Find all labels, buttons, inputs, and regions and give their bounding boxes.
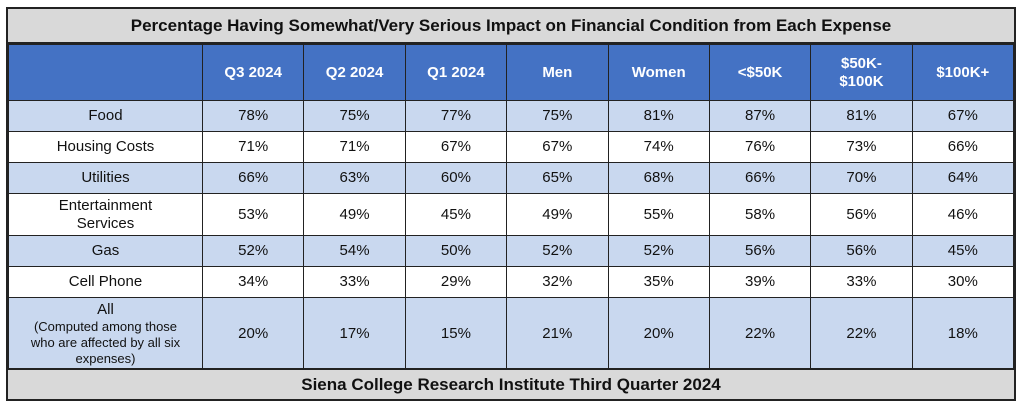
table-frame: Percentage Having Somewhat/Very Serious … xyxy=(6,7,1016,401)
table-cell: 52% xyxy=(201,235,305,267)
table-cell: 22% xyxy=(708,297,812,370)
table-cell: 22% xyxy=(810,297,913,370)
table-cell: 75% xyxy=(303,100,406,132)
table-cell: 67% xyxy=(506,131,609,163)
table-row: Cell Phone 34% 33% 29% 32% 35% 39% 33% 30% xyxy=(8,266,1015,298)
table-cell: 71% xyxy=(201,131,305,163)
row-label-cell: Housing Costs xyxy=(8,131,203,163)
table-cell: 56% xyxy=(708,235,812,267)
table-cell: 52% xyxy=(506,235,609,267)
row-label-cell: Cell Phone xyxy=(8,266,203,298)
table-row: Food 78% 75% 77% 75% 81% 87% 81% 67% xyxy=(8,100,1015,132)
table-cell: 74% xyxy=(607,131,710,163)
row-label-cell: Utilities xyxy=(8,162,203,194)
row-label: Gas xyxy=(91,242,120,259)
table-cell: 75% xyxy=(506,100,609,132)
table-cell: 63% xyxy=(303,162,406,194)
row-label-cell: All (Computed among those who are affecte… xyxy=(8,297,203,370)
row-label-cell: Food xyxy=(8,100,203,132)
table-title: Percentage Having Somewhat/Very Serious … xyxy=(8,9,1014,44)
table-cell: 46% xyxy=(911,193,1015,236)
row-label-cell: Entertainment Services xyxy=(8,193,203,236)
row-label: Utilities xyxy=(81,169,130,186)
table-cell: 66% xyxy=(201,162,305,194)
table-cell: 35% xyxy=(607,266,710,298)
table-cell: 66% xyxy=(708,162,812,194)
table-cell: 20% xyxy=(607,297,710,370)
table-cell: 70% xyxy=(810,162,913,194)
table-cell: 76% xyxy=(708,131,812,163)
column-header: Men xyxy=(506,44,609,101)
header-corner xyxy=(8,44,203,101)
table-cell: 67% xyxy=(911,100,1015,132)
table-cell: 55% xyxy=(607,193,710,236)
table-cell: 29% xyxy=(404,266,508,298)
table-cell: 52% xyxy=(607,235,710,267)
table-cell: 60% xyxy=(404,162,508,194)
table-cell: 77% xyxy=(404,100,508,132)
table-cell: 56% xyxy=(810,193,913,236)
row-label: Housing Costs xyxy=(56,138,155,155)
table-cell: 18% xyxy=(911,297,1015,370)
column-header: <$50K xyxy=(708,44,812,101)
row-label: Entertainment Services xyxy=(58,196,153,232)
table-cell: 78% xyxy=(201,100,305,132)
table-cell: 20% xyxy=(201,297,305,370)
table-cell: 81% xyxy=(810,100,913,132)
column-header: $50K- $100K xyxy=(810,44,913,101)
table-cell: 30% xyxy=(911,266,1015,298)
table-cell: 64% xyxy=(911,162,1015,194)
table-row: Entertainment Services 53% 49% 45% 49% 55% 58%… xyxy=(8,193,1015,236)
table-cell: 67% xyxy=(404,131,508,163)
table-cell: 34% xyxy=(201,266,305,298)
table-cell: 21% xyxy=(506,297,609,370)
table-cell: 39% xyxy=(708,266,812,298)
row-label: Food xyxy=(88,107,123,124)
header-row: Q3 2024 Q2 2024 Q1 2024 Men Women <$50K … xyxy=(8,44,1015,101)
table-footer: Siena College Research Institute Third Q… xyxy=(8,368,1014,399)
column-header: Q3 2024 xyxy=(201,44,305,101)
table-cell: 58% xyxy=(708,193,812,236)
row-label: Cell Phone xyxy=(68,273,143,290)
table-cell: 53% xyxy=(201,193,305,236)
table-row: Utilities 66% 63% 60% 65% 68% 66% 70% 64% xyxy=(8,162,1015,194)
column-header: Q2 2024 xyxy=(303,44,406,101)
table-cell: 33% xyxy=(810,266,913,298)
row-sublabel: (Computed among those who are affected b… xyxy=(30,318,181,366)
data-table: Q3 2024 Q2 2024 Q1 2024 Men Women <$50K … xyxy=(8,44,1015,370)
table-cell: 45% xyxy=(911,235,1015,267)
table-cell: 68% xyxy=(607,162,710,194)
column-header: Women xyxy=(607,44,710,101)
table-cell: 73% xyxy=(810,131,913,163)
row-label: All xyxy=(97,300,114,318)
table-cell: 32% xyxy=(506,266,609,298)
row-label-cell: Gas xyxy=(8,235,203,267)
table-cell: 49% xyxy=(303,193,406,236)
table-cell: 66% xyxy=(911,131,1015,163)
table-cell: 45% xyxy=(404,193,508,236)
table-cell: 54% xyxy=(303,235,406,267)
table-cell: 50% xyxy=(404,235,508,267)
table-row: Gas 52% 54% 50% 52% 52% 56% 56% 45% xyxy=(8,235,1015,267)
table-cell: 15% xyxy=(404,297,508,370)
table-cell: 17% xyxy=(303,297,406,370)
table-cell: 81% xyxy=(607,100,710,132)
table-row: Housing Costs 71% 71% 67% 67% 74% 76% 73% 66% xyxy=(8,131,1015,163)
table-cell: 71% xyxy=(303,131,406,163)
table-cell: 56% xyxy=(810,235,913,267)
table-cell: 33% xyxy=(303,266,406,298)
table-row: All (Computed among those who are affecte… xyxy=(8,297,1015,370)
column-header: Q1 2024 xyxy=(404,44,508,101)
table-cell: 87% xyxy=(708,100,812,132)
table-cell: 49% xyxy=(506,193,609,236)
table-cell: 65% xyxy=(506,162,609,194)
column-header: $100K+ xyxy=(911,44,1015,101)
